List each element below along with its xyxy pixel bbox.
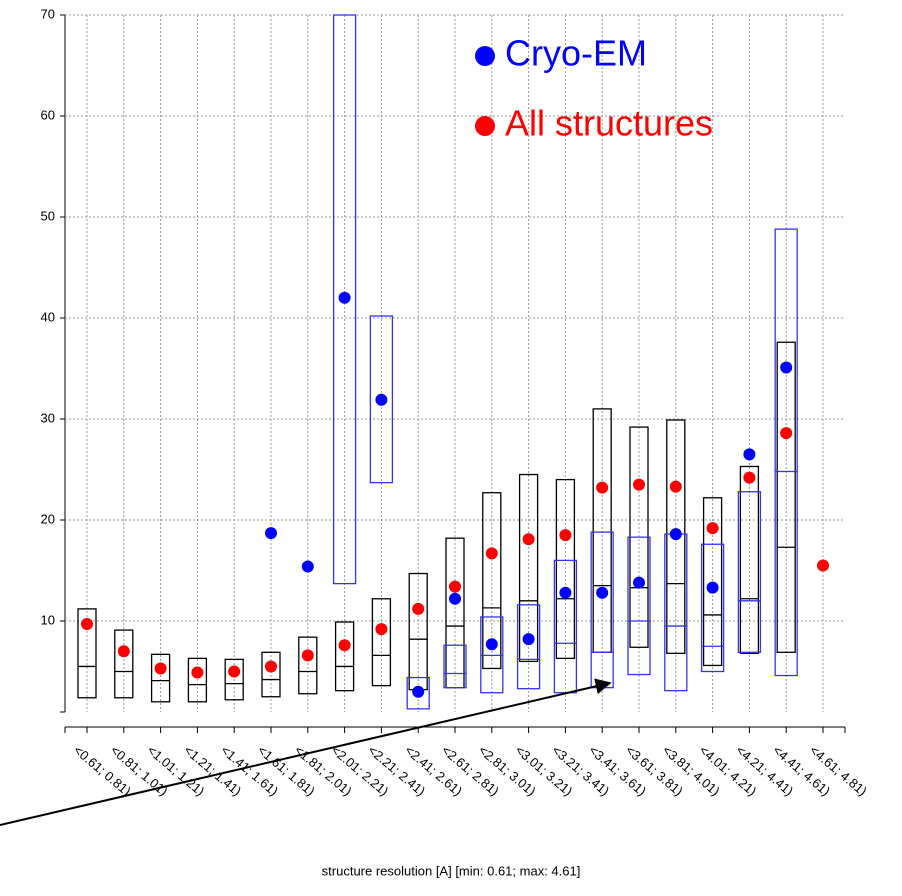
box <box>666 419 686 654</box>
mean-dot <box>559 529 572 542</box>
y-tick-label: 30 <box>41 410 55 425</box>
mean-dot <box>375 393 388 406</box>
mean-dot <box>412 685 425 698</box>
box <box>114 629 134 699</box>
box <box>482 492 502 670</box>
mean-dot <box>81 618 93 631</box>
annotation-arrow <box>0 678 612 826</box>
box <box>443 644 467 689</box>
y-tick-label: 20 <box>41 511 55 526</box>
mean-dot <box>522 633 535 646</box>
legend-marker <box>475 46 495 66</box>
mean-dot <box>780 361 793 374</box>
y-tick-label: 50 <box>41 208 55 223</box>
box <box>406 676 430 710</box>
legend-label: All structures <box>505 103 713 144</box>
mean-dot <box>265 527 277 540</box>
mean-dot <box>117 645 130 658</box>
mean-dot <box>817 559 829 572</box>
box <box>516 604 541 690</box>
box <box>369 315 394 484</box>
mean-dot <box>633 576 645 589</box>
mean-dot <box>449 592 461 605</box>
legend-marker <box>475 116 495 136</box>
mean-dot <box>449 580 461 593</box>
box <box>187 657 208 703</box>
mean-dot <box>633 478 645 491</box>
box <box>737 491 762 653</box>
mean-dot <box>338 639 351 652</box>
box <box>776 341 796 653</box>
box <box>371 598 392 687</box>
y-tick-label: 40 <box>41 309 55 324</box>
box <box>627 536 651 676</box>
box <box>518 473 539 663</box>
x-axis-label: structure resolution [A] [min: 0.61; max… <box>322 863 581 878</box>
box <box>702 497 723 667</box>
mean-dot <box>301 649 314 662</box>
y-tick-label: 10 <box>41 612 55 627</box>
box <box>700 543 725 673</box>
mean-dot <box>743 448 756 461</box>
y-tick-label: 70 <box>41 6 55 21</box>
mean-dot <box>228 665 241 678</box>
mean-dot <box>338 291 351 304</box>
mean-dot <box>191 666 204 679</box>
y-tick-label: 60 <box>41 107 55 122</box>
box <box>298 636 318 695</box>
mean-dot <box>780 427 793 440</box>
box <box>77 608 97 699</box>
box <box>334 621 355 692</box>
mean-dot <box>301 560 314 573</box>
box <box>739 465 760 654</box>
box <box>332 14 357 585</box>
box <box>774 228 798 677</box>
mean-dot <box>485 638 498 651</box>
box <box>224 658 244 701</box>
mean-dot <box>522 533 535 546</box>
mean-dot <box>265 660 277 673</box>
mean-dot <box>706 581 719 594</box>
box <box>150 653 171 703</box>
mean-dot <box>669 528 682 541</box>
box <box>555 478 576 660</box>
mean-dot <box>706 522 719 535</box>
mean-dot <box>559 586 572 599</box>
box <box>261 651 281 698</box>
mean-dot <box>743 471 756 484</box>
mean-dot <box>485 547 498 560</box>
legend-label: Cryo-EM <box>505 33 647 74</box>
mean-dot <box>669 480 682 493</box>
mean-dot <box>375 623 388 636</box>
mean-dot <box>154 662 167 675</box>
mean-dot <box>596 481 609 494</box>
mean-dot <box>412 602 425 615</box>
mean-dot <box>596 586 609 599</box>
